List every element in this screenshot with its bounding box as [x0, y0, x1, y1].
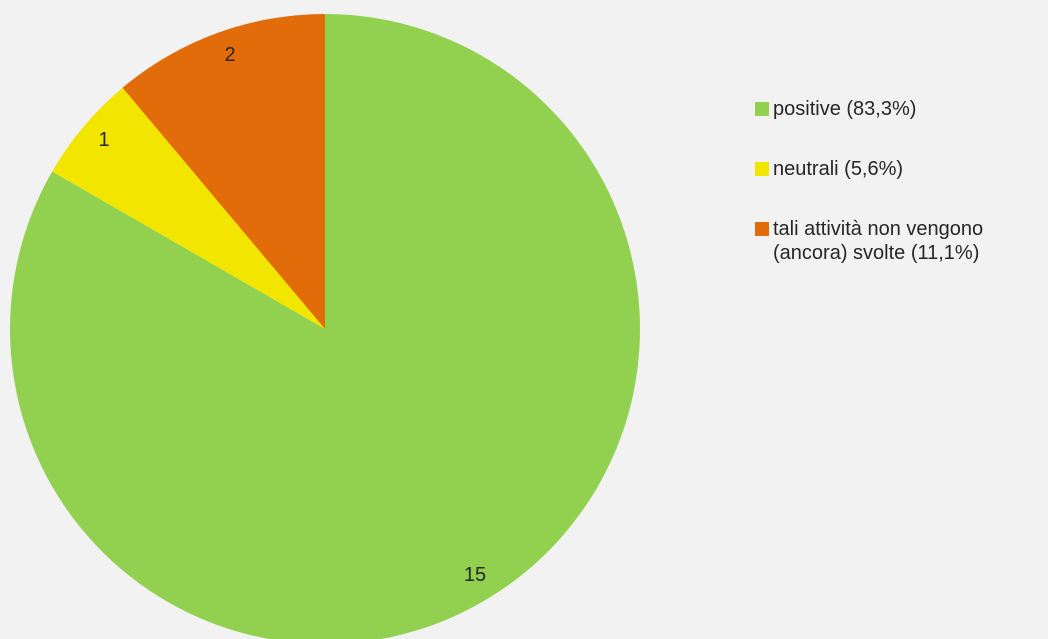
data-label-0: 15	[464, 564, 486, 586]
legend-item-neutrali: neutrali (5,6%)	[755, 157, 1045, 181]
legend: positive (83,3%) neutrali (5,6%) tali at…	[755, 97, 1045, 301]
legend-item-positive: positive (83,3%)	[755, 97, 1045, 121]
legend-label-neutrali: neutrali (5,6%)	[773, 158, 904, 180]
legend-label-positive: positive (83,3%)	[773, 98, 917, 120]
pie-slice-1	[52, 87, 326, 329]
pie-slice-0	[10, 14, 640, 639]
legend-swatch-positive	[755, 102, 769, 116]
legend-swatch-non-svolte	[755, 222, 769, 236]
legend-label-non-svolte: tali attività non vengono (ancora) svolt…	[773, 218, 984, 264]
data-label-2: 2	[224, 44, 235, 66]
legend-item-non-svolte: tali attività non vengono (ancora) svolt…	[755, 217, 1045, 265]
legend-swatch-neutrali	[755, 162, 769, 176]
data-label-1: 1	[98, 129, 109, 151]
pie-slice-2	[122, 14, 325, 329]
